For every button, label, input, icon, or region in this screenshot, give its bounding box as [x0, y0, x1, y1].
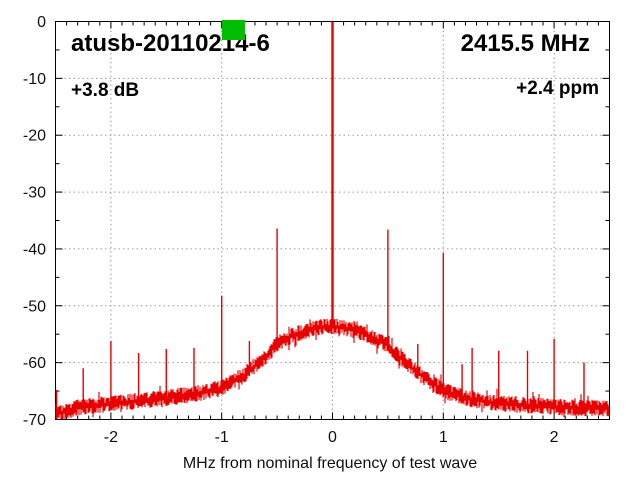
- x-tick-label: -2: [104, 429, 118, 446]
- y-tick-label: -40: [23, 241, 46, 258]
- y-tick-label: -50: [23, 298, 46, 315]
- y-tick-label: -70: [23, 412, 46, 429]
- y-tick-label: -60: [23, 355, 46, 372]
- y-tick-label: 0: [37, 14, 46, 31]
- gain-label: +3.8 dB: [71, 80, 140, 101]
- y-tick-label: -30: [23, 185, 46, 202]
- y-tick-label: -20: [23, 128, 46, 145]
- center-frequency-label: 2415.5 MHz: [460, 30, 590, 57]
- spur-spikes: [55, 228, 585, 420]
- x-tick-label: 0: [328, 429, 337, 446]
- ppm-offset-label: +2.4 ppm: [516, 78, 599, 99]
- y-tick-label: -10: [23, 71, 46, 88]
- x-tick-label: -1: [215, 429, 229, 446]
- green-square-marker: [222, 20, 245, 40]
- x-tick-label: 2: [550, 429, 559, 446]
- x-axis-title: MHz from nominal frequency of test wave: [182, 455, 478, 472]
- x-tick-label: 1: [439, 429, 448, 446]
